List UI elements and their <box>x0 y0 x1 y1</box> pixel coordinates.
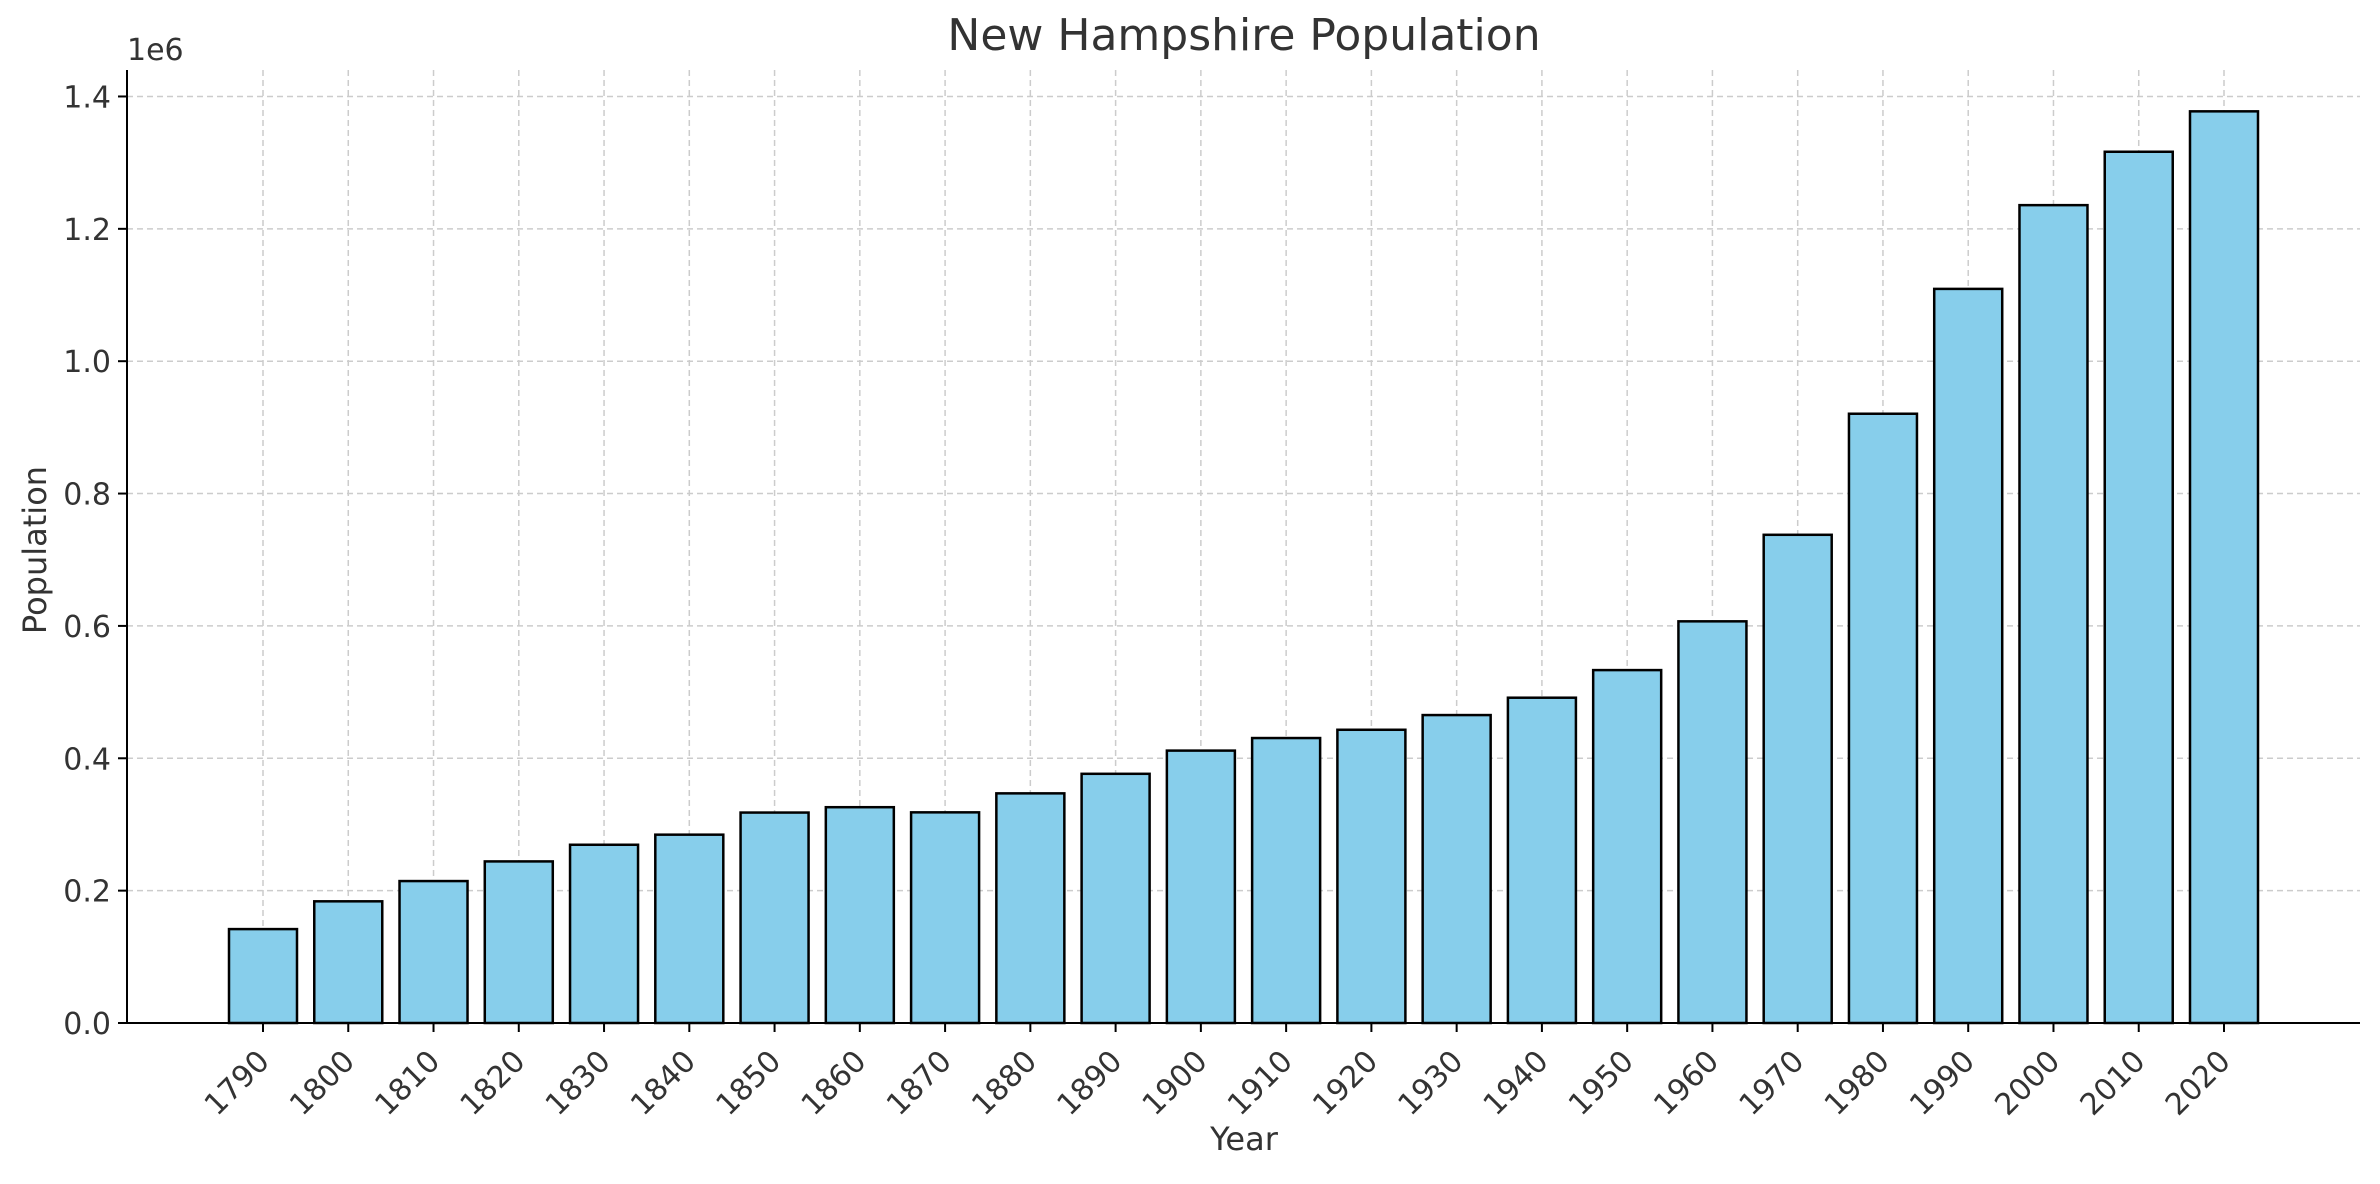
y-tick-label: 0.8 <box>63 478 111 513</box>
y-tick-label: 1.0 <box>63 345 111 380</box>
x-tick-label: 1830 <box>539 1044 618 1123</box>
x-tick-label: 2020 <box>2159 1044 2238 1123</box>
bar-1830 <box>568 843 640 1025</box>
x-tick-label: 1980 <box>1818 1044 1897 1123</box>
bar-2010 <box>2103 150 2174 1025</box>
x-tick-label: 1990 <box>1903 1044 1982 1123</box>
y-tick-label: 1.2 <box>63 213 111 248</box>
x-tick-label: 1920 <box>1306 1044 1385 1123</box>
y-axis-label: Population <box>16 466 54 634</box>
bar-1810 <box>398 879 469 1025</box>
x-axis-label: Year <box>1209 1120 1279 1158</box>
x-tick-label: 1950 <box>1562 1044 1641 1123</box>
bar-1860 <box>824 805 896 1025</box>
x-tick-label: 1930 <box>1392 1044 1471 1123</box>
bar-1790 <box>227 927 299 1025</box>
bar-1840 <box>654 833 725 1025</box>
x-tick-label: 1900 <box>1136 1044 1215 1123</box>
y-tick-label: 0.0 <box>63 1007 111 1042</box>
bar-1940 <box>1506 696 1578 1025</box>
bars <box>227 110 2260 1025</box>
x-tick-label: 2010 <box>2074 1044 2153 1123</box>
y-axis-offset-label: 1e6 <box>127 33 184 68</box>
x-tick-label: 1880 <box>965 1044 1044 1123</box>
bar-1820 <box>483 860 555 1025</box>
x-tick-label: 1890 <box>1051 1044 1130 1123</box>
bar-1980 <box>1847 412 1919 1025</box>
bar-1930 <box>1421 713 1492 1025</box>
x-tick-label: 1810 <box>368 1044 447 1123</box>
bar-2020 <box>2188 110 2260 1025</box>
bar-1920 <box>1336 728 1407 1025</box>
bar-1990 <box>1932 287 2004 1025</box>
bar-1960 <box>1677 620 1748 1025</box>
x-ticks: 1790 1800 1810 1820 1830 1840 1850 1860 1870 1880… <box>198 1023 2238 1123</box>
x-tick-label: 1910 <box>1221 1044 1300 1123</box>
y-tick-label: 1.4 <box>63 80 111 115</box>
y-tick-label: 0.2 <box>63 875 111 910</box>
bar-1900 <box>1165 749 1237 1025</box>
x-tick-label: 2000 <box>1988 1044 2067 1123</box>
x-tick-label: 1970 <box>1733 1044 1812 1123</box>
y-tick-label: 0.6 <box>63 610 111 645</box>
x-tick-label: 1840 <box>624 1044 703 1123</box>
y-ticks: 0.0 0.2 0.4 0.6 0.8 1.0 1.2 1.4 <box>63 80 127 1042</box>
x-tick-label: 1860 <box>795 1044 874 1123</box>
bar-1910 <box>1250 736 1322 1025</box>
bar-1870 <box>909 811 981 1025</box>
bar-1850 <box>739 811 810 1025</box>
x-tick-label: 1790 <box>198 1044 277 1123</box>
bar-2000 <box>2018 203 2089 1025</box>
y-tick-label: 0.4 <box>63 742 111 777</box>
x-tick-label: 1870 <box>880 1044 959 1123</box>
bar-1880 <box>995 792 1066 1025</box>
bar-1890 <box>1080 772 1151 1025</box>
bar-1970 <box>1762 533 1833 1025</box>
x-tick-label: 1800 <box>283 1044 362 1123</box>
bar-1800 <box>313 900 384 1025</box>
x-tick-label: 1940 <box>1477 1044 1556 1123</box>
bar-1950 <box>1591 668 1663 1025</box>
x-tick-label: 1960 <box>1647 1044 1726 1123</box>
x-tick-label: 1820 <box>454 1044 533 1123</box>
chart-title: New Hampshire Population <box>947 10 1540 61</box>
x-tick-label: 1850 <box>709 1044 788 1123</box>
